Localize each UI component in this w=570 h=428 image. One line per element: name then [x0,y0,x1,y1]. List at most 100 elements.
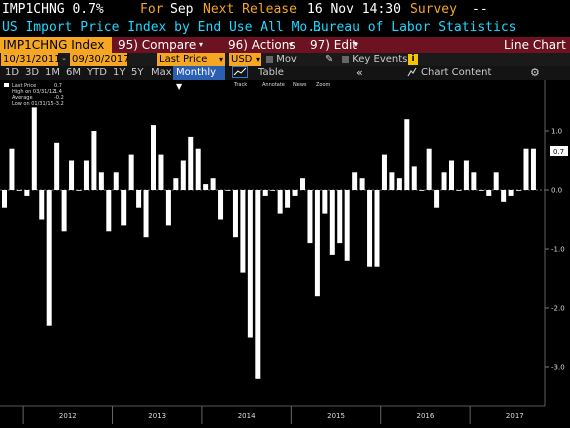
bar [83,160,89,190]
bar [419,190,425,191]
bar [389,172,395,190]
x-tick-label: 2017 [506,412,524,420]
currency-select[interactable]: USD ▾ [229,53,261,66]
bar [270,190,276,191]
y-tick-label: 1.0 [551,128,562,136]
view-mode-label[interactable]: Line Chart [504,38,566,52]
bar [232,190,238,238]
bar [404,119,410,190]
x-tick-label: 2014 [238,412,256,420]
security-header: IMP1CHNG 0.7% For Sep Next Release 16 No… [0,0,570,19]
bar [292,190,298,196]
bar [76,190,82,191]
y-tick-label: 0.0 [551,187,562,195]
bar [255,190,261,379]
bar [218,190,224,220]
key-events-toggle[interactable]: Key Events [342,53,408,66]
chevron-down-icon: ▾ [199,40,204,49]
bar [441,172,447,190]
bar [173,178,179,190]
bar [434,190,440,208]
range-separator: - [62,54,66,65]
news-tool[interactable]: News [293,82,307,88]
period-button-5y[interactable]: 5Y [131,67,144,78]
range-bar: 10/31/2011 - 09/30/2017 Last Price ▾ USD… [0,53,570,78]
period-button-1m[interactable]: 1M [45,67,60,78]
survey-label: Survey [410,2,457,17]
frequency-label: Monthly [176,67,217,78]
y-axis: 1.0 0.0 -1.0 -2.0 -3.0 [545,128,565,372]
mov-avgs-toggle[interactable]: Mov Avgs [266,53,322,78]
bar [285,190,291,208]
bar [46,190,52,326]
chevron-down-icon: ▾ [289,40,294,49]
info-icon[interactable]: i [408,54,418,65]
key-events-label: Key Events [352,54,408,65]
bar [31,107,37,190]
actions-menu[interactable]: 96) Actions ▾ [228,37,300,53]
checkbox-icon [342,56,349,63]
bar [210,178,216,190]
next-release-label: Next Release [203,2,297,17]
chart-area[interactable]: Track Annotate News Zoom Last Price 0.7 … [0,80,570,424]
bar [367,190,373,267]
collapse-icon[interactable]: « [356,66,363,79]
bar [61,190,67,232]
checkbox-icon [266,56,273,63]
track-tool[interactable]: Track [233,82,247,88]
ticker-value: IMP1CHNG 0.7% [2,2,104,17]
start-date-input[interactable]: 10/31/2011 [1,53,61,66]
bar [128,154,134,190]
bar [471,172,477,190]
bar [113,172,119,190]
period-button-1y[interactable]: 1Y [113,67,126,78]
bar [136,190,142,208]
x-tick-label: 2016 [417,412,435,420]
bar [225,190,231,191]
compare-label: 95) Compare [118,38,197,52]
legend-low-label: Low on 01/31/15 [12,101,54,107]
legend-last-price-value: 0.7 [54,83,62,89]
chart-content-button[interactable]: Chart Content [421,67,492,78]
legend-high-label: High on 03/31/12 [12,89,55,95]
period-label: For [140,2,164,17]
annotate-tool[interactable]: Annotate [262,82,285,88]
survey-value: -- [472,2,488,17]
field-select[interactable]: Last Price ▾ [157,53,225,66]
bar [516,190,522,191]
bar [322,190,328,214]
ticker-input[interactable]: IMP1CHNG Index [0,37,112,53]
bar [91,131,97,190]
table-button[interactable]: Table [258,67,284,78]
period-bar: 1D 3D 1M 6M YTD 1Y 5Y Max Monthly ▼ Tabl… [0,66,570,91]
period-button-ytd[interactable]: YTD [87,67,107,78]
bar [411,166,417,190]
security-description: US Import Price Index by End Use All Mo.… [0,19,570,37]
last-value-box [550,146,568,156]
last-value-tag: 0.7 [550,146,568,156]
bar [307,190,313,244]
bar [530,148,536,190]
line-chart-icon[interactable] [232,66,250,80]
bar [180,160,186,190]
pencil-icon[interactable]: ✎ [325,54,334,65]
bar [493,172,499,190]
compare-menu[interactable]: 95) Compare ▾ [118,37,208,53]
bar [151,125,156,190]
period-button-max[interactable]: Max [151,67,172,78]
currency-label: USD [231,54,253,65]
period-button-3d[interactable]: 3D [25,67,40,78]
bar [262,190,268,196]
bar [300,178,305,190]
gear-icon[interactable]: ⚙ [530,66,540,79]
frequency-select[interactable]: Monthly ▼ [173,66,225,91]
end-date-input[interactable]: 09/30/2017 [70,53,130,66]
period-button-1d[interactable]: 1D [5,67,20,78]
legend-swatch [4,83,9,87]
edit-menu[interactable]: 97) Edit ▾ [310,37,362,53]
bar [106,190,112,232]
bar [486,190,492,196]
zoom-tool[interactable]: Zoom [316,82,331,88]
chart-icon [407,66,417,80]
period-button-6m[interactable]: 6M [66,67,81,78]
